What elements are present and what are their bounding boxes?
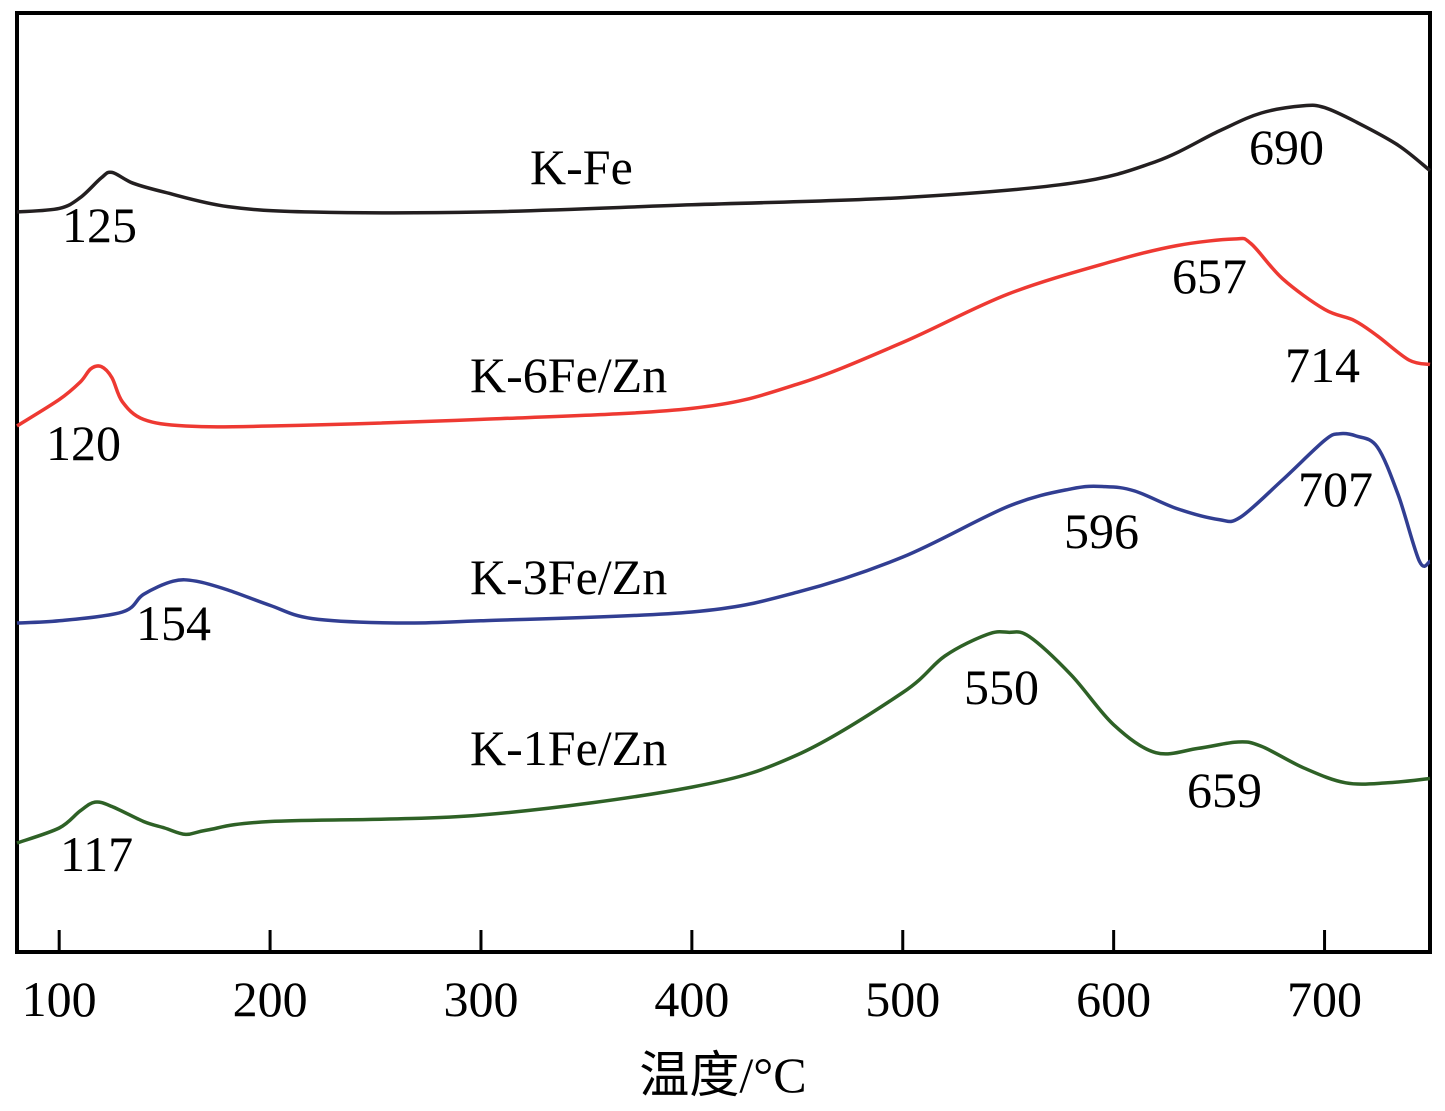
peak-label-k-1fe-zn-550: 550 <box>964 659 1039 715</box>
series-label-k-3fe-zn: K-3Fe/Zn <box>470 549 667 605</box>
x-tick-label-500: 500 <box>865 971 940 1027</box>
x-tick-label-600: 600 <box>1076 971 1151 1027</box>
peak-label-k-1fe-zn-659: 659 <box>1187 762 1262 818</box>
x-axis-tick-labels: 100 200 300 400 500 600 700 <box>22 971 1362 1027</box>
x-tick-label-200: 200 <box>233 971 308 1027</box>
series-line-k-1fe-zn <box>16 630 1431 845</box>
series-label-k-6fe-zn: K-6Fe/Zn <box>470 347 667 403</box>
series-lines <box>16 103 1432 845</box>
peak-label-k-3fe-zn-596: 596 <box>1064 503 1139 559</box>
x-tick-label-300: 300 <box>443 971 518 1027</box>
series-labels: K-Fe K-6Fe/Zn K-3Fe/Zn K-1Fe/Zn <box>470 139 667 776</box>
peak-labels: 125 690 120 657 714 154 596 707 117 550 … <box>46 119 1373 882</box>
series-line-k-fe <box>16 103 1432 215</box>
peak-label-k-3fe-zn-154: 154 <box>136 595 211 651</box>
series-line-k-6fe-zn <box>16 236 1431 429</box>
x-axis-ticks <box>57 930 1327 952</box>
peak-label-k-fe-125: 125 <box>62 197 137 253</box>
peak-label-k-6fe-zn-120: 120 <box>46 415 121 471</box>
plot-frame <box>15 11 1432 954</box>
peak-label-k-1fe-zn-117: 117 <box>60 826 133 882</box>
series-label-k-fe: K-Fe <box>530 139 633 195</box>
x-tick-label-100: 100 <box>22 971 97 1027</box>
x-tick-label-400: 400 <box>654 971 729 1027</box>
peak-label-k-fe-690: 690 <box>1249 119 1324 175</box>
x-tick-label-700: 700 <box>1287 971 1362 1027</box>
peak-label-k-3fe-zn-707: 707 <box>1298 461 1373 517</box>
series-label-k-1fe-zn: K-1Fe/Zn <box>470 720 667 776</box>
series-line-k-3fe-zn <box>16 431 1431 625</box>
x-axis-title: 温度/°C <box>639 1047 806 1103</box>
peak-label-k-6fe-zn-714: 714 <box>1285 337 1360 393</box>
peak-label-k-6fe-zn-657: 657 <box>1172 248 1247 304</box>
